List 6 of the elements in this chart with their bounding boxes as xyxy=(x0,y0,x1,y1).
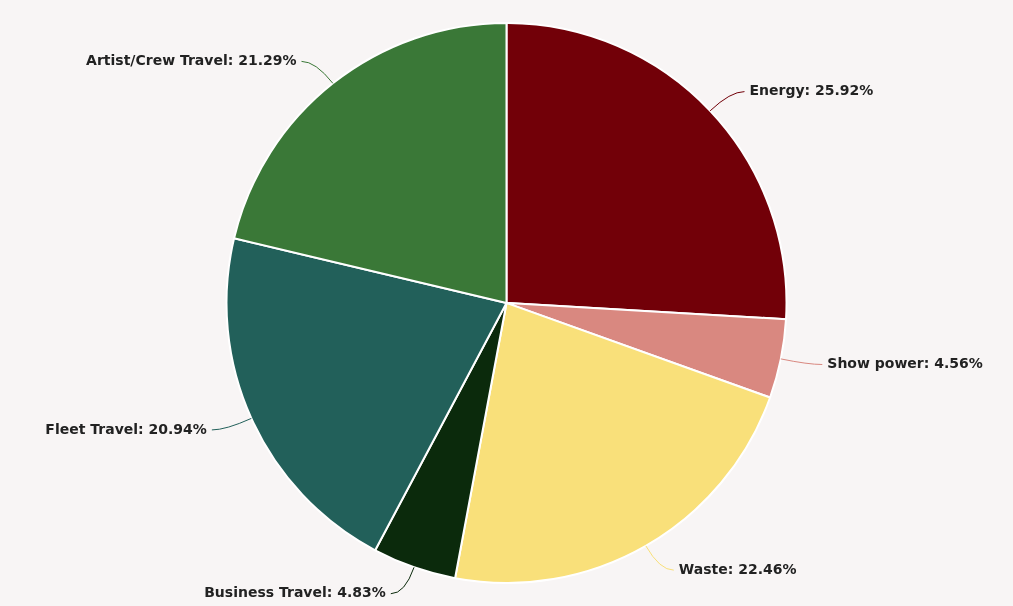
slice-label: Show power: 4.56% xyxy=(827,355,983,372)
slice-label: Business Travel: 4.83% xyxy=(204,584,386,601)
slice-label: Fleet Travel: 20.94% xyxy=(45,420,207,437)
slice-label: Artist/Crew Travel: 21.29% xyxy=(86,52,297,68)
slice-label: Waste: 22.46% xyxy=(678,560,797,577)
slice-label: Energy: 25.92% xyxy=(749,82,874,99)
